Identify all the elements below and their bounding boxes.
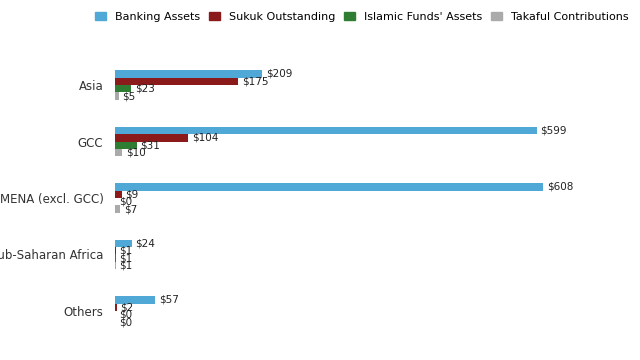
Text: $7: $7 xyxy=(124,204,137,214)
Text: $57: $57 xyxy=(159,295,179,305)
Text: $608: $608 xyxy=(547,182,573,192)
Text: $1: $1 xyxy=(120,246,132,256)
Bar xyxy=(115,78,239,85)
Bar xyxy=(115,255,116,262)
Text: $2: $2 xyxy=(120,302,133,312)
Bar xyxy=(115,141,137,149)
Text: $24: $24 xyxy=(136,238,156,248)
Bar xyxy=(115,303,116,311)
Bar xyxy=(115,127,537,134)
Bar xyxy=(115,134,188,141)
Text: $1: $1 xyxy=(120,253,132,263)
Text: $0: $0 xyxy=(119,310,132,320)
Bar xyxy=(115,149,122,156)
Text: $23: $23 xyxy=(135,84,155,94)
Text: $175: $175 xyxy=(242,76,268,86)
Text: $31: $31 xyxy=(141,140,161,150)
Bar xyxy=(115,85,131,93)
Bar xyxy=(115,70,262,78)
Bar xyxy=(115,191,122,198)
Text: $209: $209 xyxy=(266,69,292,79)
Text: $10: $10 xyxy=(125,148,145,158)
Bar xyxy=(115,183,543,191)
Bar xyxy=(115,93,119,100)
Bar xyxy=(115,262,116,269)
Bar xyxy=(115,247,116,255)
Bar xyxy=(115,205,120,213)
Bar xyxy=(115,296,156,303)
Text: $0: $0 xyxy=(119,197,132,207)
Text: $5: $5 xyxy=(122,91,136,101)
Text: $104: $104 xyxy=(192,133,218,143)
Bar xyxy=(115,240,132,247)
Legend: Banking Assets, Sukuk Outstanding, Islamic Funds' Assets, Takaful Contributions: Banking Assets, Sukuk Outstanding, Islam… xyxy=(95,12,628,22)
Text: $9: $9 xyxy=(125,189,138,199)
Text: $1: $1 xyxy=(120,261,132,270)
Text: $599: $599 xyxy=(540,126,567,135)
Text: $0: $0 xyxy=(119,317,132,327)
